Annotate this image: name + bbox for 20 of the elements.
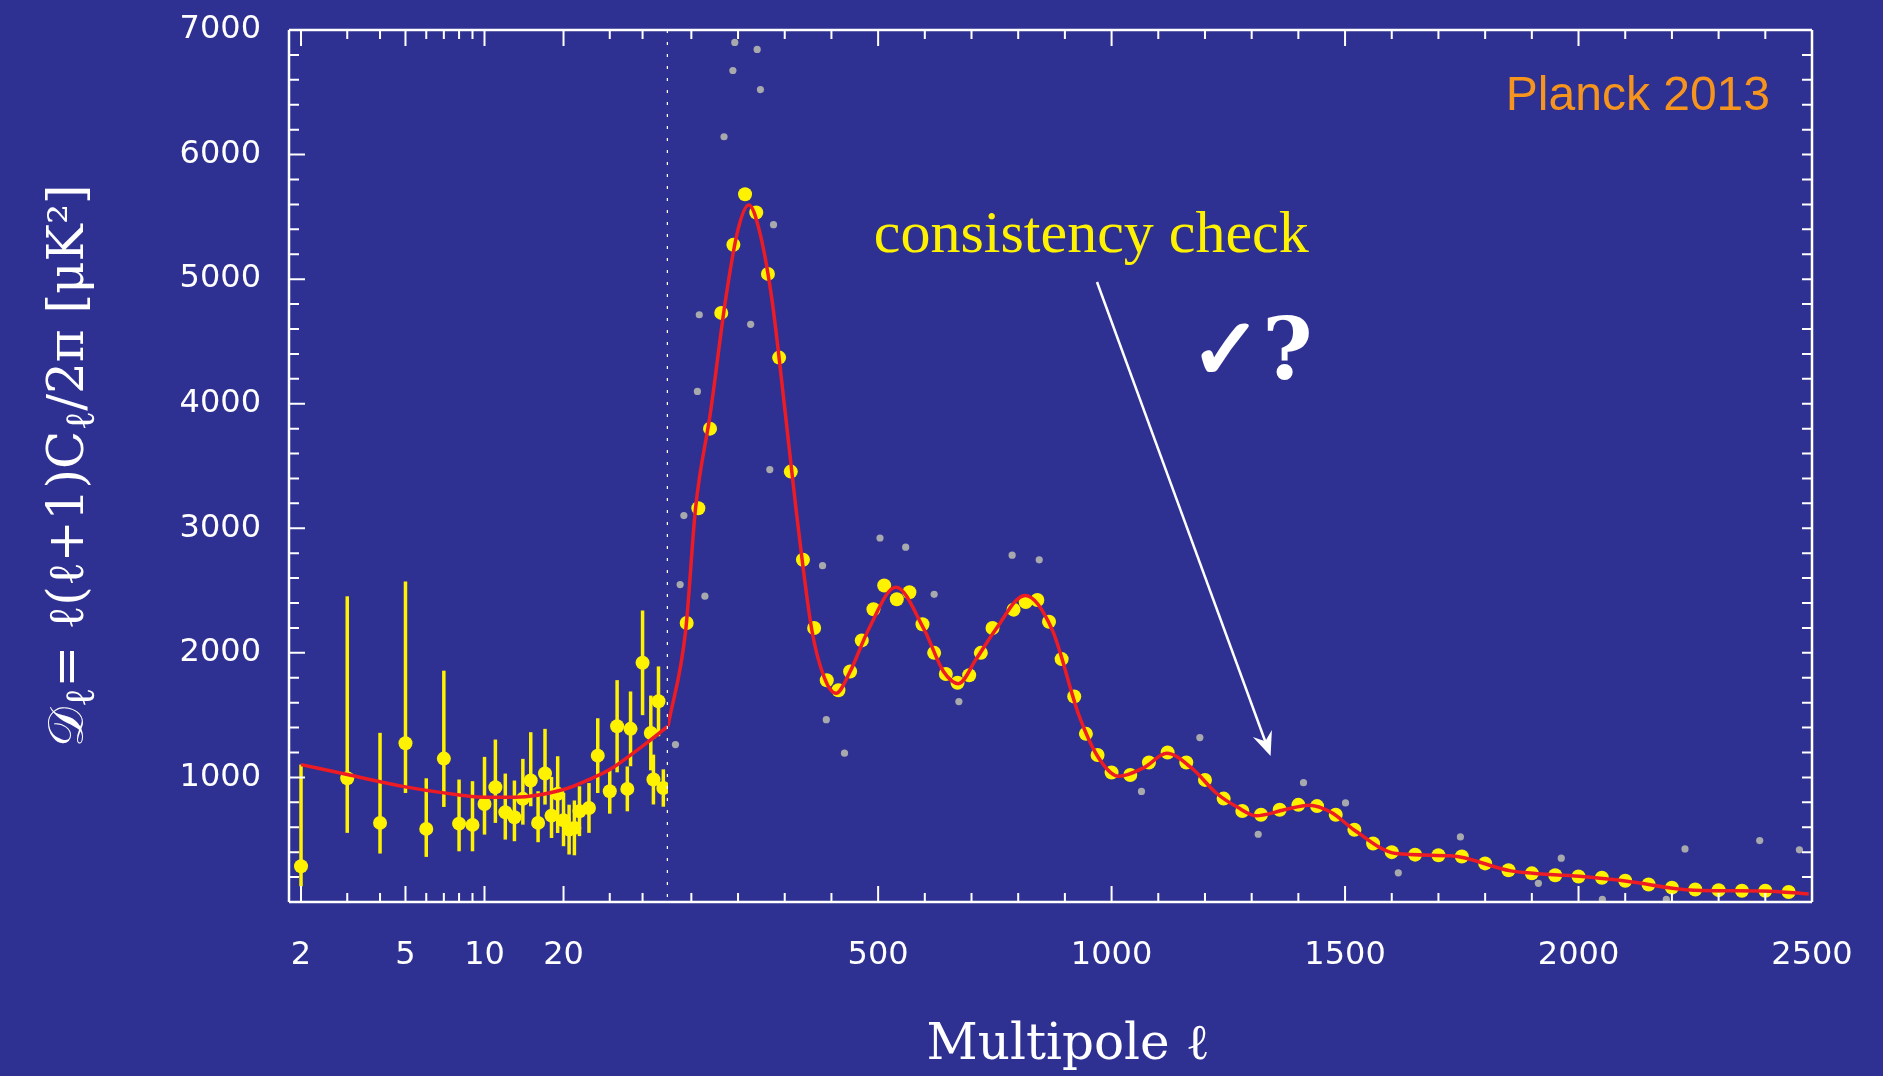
annotation: Planck 2013 [1505,67,1770,120]
annotation: consistency check [873,199,1309,266]
x-tick-label: 2500 [1771,933,1853,972]
y-tick-label: 2000 [179,631,261,670]
y-tick-label: 4000 [179,382,261,421]
x-tick-label: 10 [464,933,505,972]
y-tick-label: 6000 [179,132,261,171]
x-tick-label: 2 [290,933,312,972]
x-tick-label: 5 [395,933,416,972]
x-tick-label: 2000 [1537,933,1620,972]
y-tick-label: 1000 [179,755,261,794]
x-tick-label: 500 [847,933,909,972]
x-axis-title: Multipole ℓ [926,1013,1210,1071]
y-tick-label: 5000 [179,257,261,296]
annotation: ✓? [1190,297,1313,399]
y-tick-label: 7000 [179,8,261,47]
x-tick-label: 1500 [1304,933,1386,972]
x-tick-label: 1000 [1070,933,1153,972]
y-tick-label: 3000 [179,506,261,545]
x-tick-label: 20 [543,933,584,972]
